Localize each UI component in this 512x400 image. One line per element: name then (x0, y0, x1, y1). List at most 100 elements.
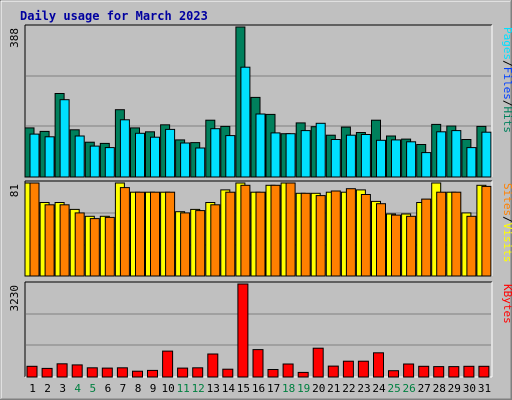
x-tick-label-9: 9 (150, 382, 157, 395)
x-tick-label-12: 12 (192, 382, 205, 395)
bar-kbytes-day-23 (357, 360, 369, 378)
bar-sites-day-17 (270, 184, 281, 277)
bar-files-day-18 (285, 133, 296, 178)
bar-sites-day-8 (135, 191, 145, 277)
bar-kbytes-day-29 (448, 366, 460, 378)
bar-sites-day-23 (360, 194, 371, 277)
bar-files-day-9 (150, 136, 160, 178)
bar-sites-day-20 (315, 195, 326, 277)
kbytes-panel: 3230 KBytes (8, 281, 512, 378)
bar-sites-day-2 (44, 204, 55, 277)
bar-files-day-31 (481, 131, 492, 178)
x-tick-label-14: 14 (222, 382, 236, 395)
bar-kbytes-day-7 (116, 367, 128, 378)
bar-kbytes-day-22 (342, 360, 354, 378)
x-tick-label-25: 25 (387, 382, 400, 395)
bar-sites-day-13 (210, 204, 221, 277)
bar-kbytes-day-2 (41, 367, 53, 378)
legend-part: Hits (501, 107, 512, 134)
bar-sites-day-11 (180, 212, 191, 277)
x-tick-label-23: 23 (357, 382, 370, 395)
bar-sites-day-12 (195, 210, 206, 277)
bar-sites-day-6 (104, 216, 115, 277)
bar-kbytes-day-1 (26, 365, 38, 378)
bar-sites-day-19 (300, 192, 311, 277)
bar-sites-day-5 (89, 218, 100, 277)
bar-sites-day-29 (451, 191, 462, 277)
x-tick-label-3: 3 (59, 382, 66, 395)
bar-files-day-3 (59, 99, 70, 178)
bar-sites-day-25 (391, 214, 401, 277)
bar-kbytes-day-20 (312, 347, 324, 378)
bar-files-day-24 (376, 139, 386, 178)
bar-sites-day-15 (240, 184, 251, 277)
bar-sites-day-27 (421, 198, 432, 277)
bar-files-day-10 (165, 128, 176, 178)
bar-files-day-13 (210, 128, 221, 178)
bar-sites-day-22 (345, 188, 356, 277)
y-max-label: 388 (8, 28, 21, 48)
x-tick-label-26: 26 (402, 382, 415, 395)
bar-files-day-14 (225, 135, 236, 178)
bar-kbytes-day-18 (282, 363, 294, 378)
bar-sites-day-10 (165, 191, 176, 277)
x-tick-label-13: 13 (207, 382, 220, 395)
bar-sites-day-26 (406, 215, 417, 277)
bar-kbytes-day-10 (162, 350, 174, 378)
x-tick-label-16: 16 (252, 382, 265, 395)
legend-part: Visits (501, 223, 512, 263)
bar-kbytes-day-8 (132, 370, 143, 378)
bar-kbytes-day-16 (252, 349, 264, 378)
bar-files-day-6 (104, 147, 115, 178)
bar-files-day-4 (74, 135, 85, 178)
bar-kbytes-day-14 (222, 368, 234, 378)
bar-kbytes-day-11 (177, 367, 189, 378)
bar-kbytes-day-13 (207, 353, 219, 378)
bar-files-day-7 (119, 119, 130, 178)
series-legend: Sites/Visits (501, 183, 512, 263)
bar-files-day-21 (330, 139, 341, 178)
x-tick-label-11: 11 (177, 382, 190, 395)
series-legend: KBytes (501, 284, 512, 324)
bar-files-day-29 (451, 130, 462, 178)
bar-files-day-2 (44, 136, 55, 178)
bar-sites-day-7 (119, 187, 130, 277)
bar-files-day-11 (180, 142, 191, 178)
x-tick-label-21: 21 (327, 382, 340, 395)
bar-sites-day-18 (285, 182, 296, 277)
x-tick-label-24: 24 (372, 382, 386, 395)
series-legend: Pages/Files/Hits (501, 27, 512, 133)
bar-files-day-28 (436, 131, 447, 178)
bar-kbytes-day-25 (388, 370, 399, 378)
x-tick-label-15: 15 (237, 382, 250, 395)
x-tick-label-31: 31 (478, 382, 491, 395)
x-tick-label-29: 29 (448, 382, 461, 395)
bar-files-day-22 (345, 134, 356, 178)
bar-kbytes-day-28 (433, 366, 445, 378)
x-tick-label-4: 4 (74, 382, 81, 395)
bar-files-day-5 (89, 145, 100, 178)
legend-part: KBytes (501, 284, 512, 324)
bar-kbytes-day-30 (463, 365, 475, 378)
x-tick-label-8: 8 (135, 382, 142, 395)
chart-title: Daily usage for March 2023 (20, 9, 208, 23)
bar-files-day-12 (195, 147, 206, 178)
bar-files-day-27 (421, 152, 432, 178)
day-axis-labels: 1 2 3 4 5 6 7 8 9 10 11 12 13 14 15 16 17 18 19 20 21 22 23 24 2… (29, 382, 491, 395)
bar-sites-day-4 (74, 212, 85, 277)
bar-kbytes-day-17 (267, 369, 279, 378)
y-max-label: 3230 (8, 285, 21, 312)
bar-files-day-23 (360, 134, 371, 178)
bar-files-day-1 (29, 133, 40, 178)
bar-sites-day-1 (29, 182, 40, 277)
legend-part: Sites (501, 183, 512, 216)
x-tick-label-30: 30 (463, 382, 476, 395)
x-tick-label-6: 6 (105, 382, 112, 395)
hits-files-panel: 388 Pages/Files/Hits (8, 24, 512, 178)
bar-sites-day-9 (150, 191, 160, 277)
x-tick-label-5: 5 (89, 382, 96, 395)
bar-files-day-30 (466, 147, 477, 178)
sites-visits-panel: 81 Sites/Visits (8, 180, 512, 277)
x-tick-label-18: 18 (282, 382, 295, 395)
